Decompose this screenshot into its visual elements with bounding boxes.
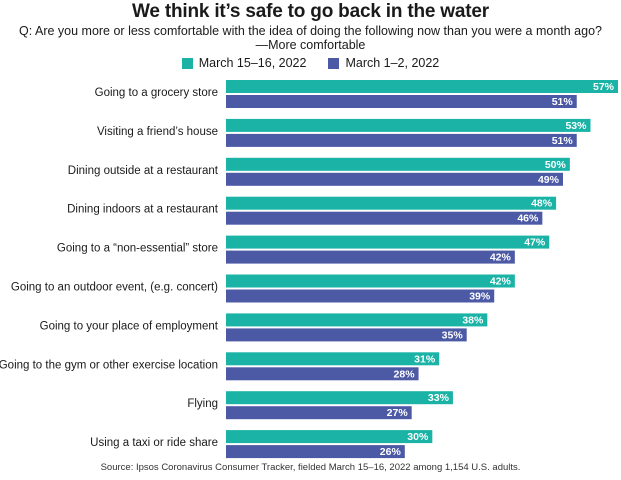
category-label-dining-outside-at-a-restaurant: Dining outside at a restaurant xyxy=(68,165,219,177)
data-label-march-1-2-2022-dining-indoors-at-a-restaurant: 46% xyxy=(517,213,539,225)
bar-march-1-2-2022-visiting-a-friend-s-house xyxy=(226,133,577,147)
data-label-march-1-2-2022-going-to-your-place-of-employment: 35% xyxy=(442,329,464,341)
category-label-going-to-your-place-of-employment: Going to your place of employment xyxy=(40,320,219,332)
legend-swatch-march-1-2 xyxy=(328,57,340,69)
bar-march-1-2-2022-going-to-an-outdoor-event-e-g-concert xyxy=(226,289,495,303)
bar-march-15-16-2022-going-to-an-outdoor-event-e-g-concert xyxy=(226,274,515,288)
data-label-march-15-16-2022-dining-outside-at-a-restaurant: 50% xyxy=(545,159,567,171)
legend-item-march-1-2: March 1–2, 2022 xyxy=(328,56,439,70)
data-label-march-15-16-2022-using-a-taxi-or-ride-share: 30% xyxy=(407,431,429,443)
chart-subtitle: Q: Are you more or less comfortable with… xyxy=(0,24,621,52)
category-label-going-to-the-gym-or-other-exercise-location: Going to the gym or other exercise locat… xyxy=(0,359,218,371)
data-label-march-1-2-2022-going-to-an-outdoor-event-e-g-concert: 39% xyxy=(469,291,491,303)
source-note: Source: Ipsos Coronavirus Consumer Track… xyxy=(100,462,521,473)
category-label-visiting-a-friend-s-house: Visiting a friend’s house xyxy=(97,126,218,138)
bar-march-1-2-2022-going-to-the-gym-or-other-exercise-location xyxy=(226,367,419,381)
data-label-march-15-16-2022-going-to-an-outdoor-event-e-g-concert: 42% xyxy=(490,276,512,288)
data-label-march-1-2-2022-going-to-the-gym-or-other-exercise-location: 28% xyxy=(394,368,416,380)
category-label-flying: Flying xyxy=(187,398,218,410)
subtitle-measure: —More comfortable xyxy=(255,38,366,52)
bar-march-1-2-2022-dining-indoors-at-a-restaurant xyxy=(226,211,543,225)
bar-march-1-2-2022-going-to-your-place-of-employment xyxy=(226,328,467,342)
bar-march-15-16-2022-going-to-your-place-of-employment xyxy=(226,313,488,327)
data-label-march-15-16-2022-going-to-a-grocery-store: 57% xyxy=(593,81,615,93)
bar-march-15-16-2022-using-a-taxi-or-ride-share xyxy=(226,430,433,444)
data-label-march-15-16-2022-going-to-the-gym-or-other-exercise-location: 31% xyxy=(414,353,436,365)
category-label-using-a-taxi-or-ride-share: Using a taxi or ride share xyxy=(90,437,218,449)
bar-march-1-2-2022-going-to-a-non-essential-store xyxy=(226,250,515,264)
data-label-march-1-2-2022-going-to-a-non-essential-store: 42% xyxy=(490,252,512,264)
legend-item-march-15-16: March 15–16, 2022 xyxy=(181,56,307,70)
category-label-going-to-an-outdoor-event-e-g-concert: Going to an outdoor event, (e.g. concert… xyxy=(11,282,218,294)
bar-march-15-16-2022-going-to-a-grocery-store xyxy=(226,80,618,93)
category-label-going-to-a-non-essential-store: Going to a “non-essential” store xyxy=(57,243,218,255)
data-label-march-1-2-2022-using-a-taxi-or-ride-share: 26% xyxy=(380,446,402,458)
data-label-march-15-16-2022-visiting-a-friend-s-house: 53% xyxy=(565,120,587,132)
bar-march-15-16-2022-dining-indoors-at-a-restaurant xyxy=(226,196,557,210)
chart-legend: March 15–16, 2022 March 1–2, 2022 xyxy=(0,56,621,70)
data-label-march-1-2-2022-dining-outside-at-a-restaurant: 49% xyxy=(538,174,560,186)
legend-label-march-1-2: March 1–2, 2022 xyxy=(345,56,440,70)
legend-label-march-15-16: March 15–16, 2022 xyxy=(198,56,307,70)
bar-march-15-16-2022-going-to-a-non-essential-store xyxy=(226,235,550,249)
bar-march-1-2-2022-going-to-a-grocery-store xyxy=(226,95,577,108)
bar-march-15-16-2022-flying xyxy=(226,391,453,405)
data-label-march-15-16-2022-going-to-a-non-essential-store: 47% xyxy=(524,237,546,249)
category-label-going-to-a-grocery-store: Going to a grocery store xyxy=(95,87,218,99)
bar-march-15-16-2022-dining-outside-at-a-restaurant xyxy=(226,157,570,171)
bar-march-15-16-2022-visiting-a-friend-s-house xyxy=(226,118,591,132)
data-label-march-1-2-2022-visiting-a-friend-s-house: 51% xyxy=(552,135,574,147)
data-label-march-1-2-2022-flying: 27% xyxy=(387,407,409,419)
data-label-march-15-16-2022-going-to-your-place-of-employment: 38% xyxy=(462,314,484,326)
category-label-dining-indoors-at-a-restaurant: Dining indoors at a restaurant xyxy=(67,204,219,216)
data-label-march-1-2-2022-going-to-a-grocery-store: 51% xyxy=(552,96,574,108)
bar-march-1-2-2022-dining-outside-at-a-restaurant xyxy=(226,172,563,186)
bar-march-15-16-2022-going-to-the-gym-or-other-exercise-location xyxy=(226,352,440,366)
bar-march-1-2-2022-flying xyxy=(226,406,412,420)
data-label-march-15-16-2022-dining-indoors-at-a-restaurant: 48% xyxy=(531,198,553,210)
legend-swatch-march-15-16 xyxy=(181,57,193,69)
bar-march-1-2-2022-using-a-taxi-or-ride-share xyxy=(226,445,405,459)
data-label-march-15-16-2022-flying: 33% xyxy=(428,392,450,404)
subtitle-question: Q: Are you more or less comfortable with… xyxy=(19,24,602,38)
chart-title: We think it’s safe to go back in the wat… xyxy=(132,1,489,22)
